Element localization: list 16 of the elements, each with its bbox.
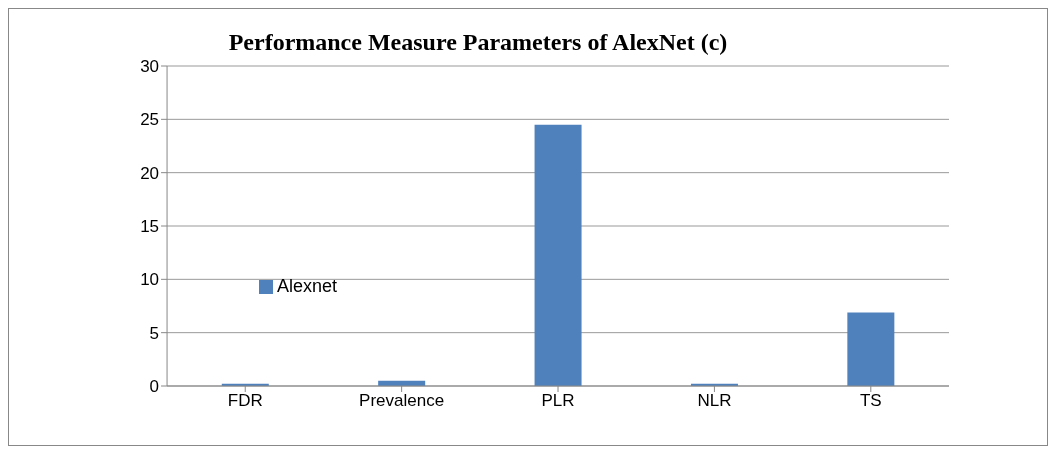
y-tick-label: 15 [140, 217, 160, 237]
x-tick-label: NLR [697, 391, 732, 411]
bar [534, 124, 582, 386]
y-tick-label: 5 [149, 323, 160, 343]
chart-title: Performance Measure Parameters of AlexNet (c) [227, 29, 729, 56]
y-tick-label: 20 [140, 163, 160, 183]
y-tick-label: 10 [140, 270, 160, 290]
x-tick-label: FDR [227, 391, 263, 411]
x-tick-label: Prevalence [359, 391, 445, 411]
legend-label: Alexnet [277, 276, 338, 296]
y-tick-label: 30 [140, 57, 160, 77]
x-tick-label: PLR [541, 391, 575, 411]
bar [847, 312, 895, 386]
y-tick-label: 25 [140, 110, 160, 130]
x-tick-label: TS [859, 391, 882, 411]
y-tick-label: 0 [149, 377, 160, 397]
